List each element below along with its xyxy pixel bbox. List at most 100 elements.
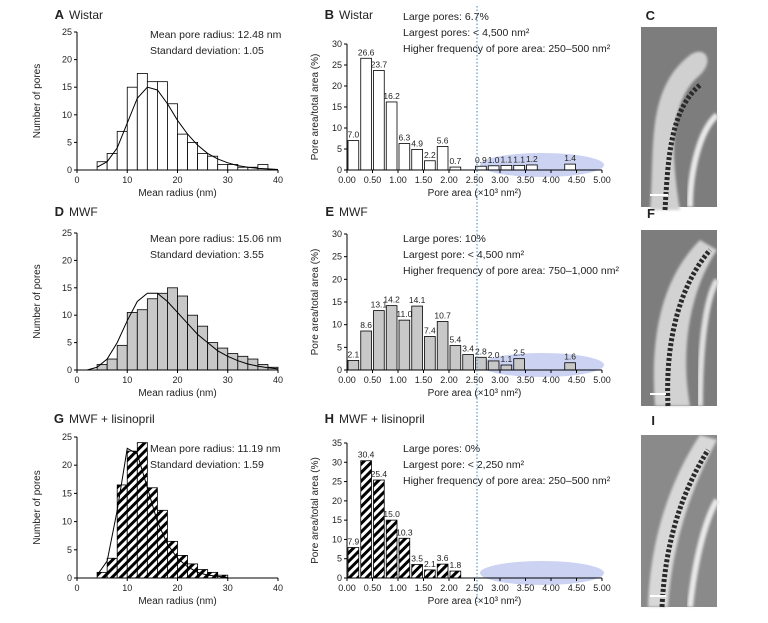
bar [449, 345, 462, 371]
x-tick-label: 2.00 [440, 375, 458, 385]
panel-letter: C [646, 8, 656, 23]
x-tick-label: 0.50 [364, 175, 382, 185]
x-tick-label: 1.00 [389, 375, 407, 385]
y-tick-label: 5 [67, 137, 72, 147]
bar [462, 354, 474, 371]
y-tick-label: 0 [67, 365, 72, 375]
y-tick-label: 0 [67, 573, 72, 583]
y-tick-label: 10 [62, 310, 72, 320]
micrograph: I [641, 413, 720, 608]
x-tick-label: 2.50 [466, 175, 484, 185]
fit-curve [96, 86, 279, 170]
y-tick-label: 25 [332, 477, 342, 487]
panel-title: MWF + lisinopril [339, 412, 425, 426]
panel-letter: A [55, 7, 65, 22]
x-tick-label: 1.50 [415, 175, 433, 185]
value-label: 25.4 [371, 469, 388, 479]
value-label: 1.6 [564, 352, 576, 362]
panel-title: MWF [339, 205, 368, 219]
value-label: 23.7 [371, 59, 388, 69]
bar [449, 570, 462, 579]
annotation: Higher frequency of pore area: 250–500 n… [403, 43, 611, 55]
value-label: 13.1 [371, 300, 388, 310]
y-tick-label: 15 [62, 82, 72, 92]
value-label: 1.8 [449, 560, 461, 570]
x-tick-label: 2.50 [466, 375, 484, 385]
x-axis-label: Mean radius (nm) [138, 188, 216, 199]
chart-panel: 7.026.623.716.26.34.92.25.60.7 0.9 1.0 1.1 1… [310, 7, 611, 199]
bar [177, 133, 188, 171]
bar [106, 358, 118, 371]
value-label: 16.2 [383, 91, 400, 101]
x-tick-label: 3.00 [491, 175, 509, 185]
value-label: 1.0 [488, 155, 500, 165]
y-tick-label: 25 [62, 27, 72, 37]
annotation: Large pores: 10% [403, 233, 486, 245]
x-tick-label: 0 [74, 375, 79, 385]
bar [347, 360, 360, 371]
bar [167, 103, 178, 171]
value-label: 14.2 [383, 295, 400, 305]
bar [156, 292, 168, 371]
value-label: 0.7 [449, 156, 461, 166]
x-tick-label: 1.00 [389, 583, 407, 593]
value-label: 7.9 [347, 537, 359, 547]
x-tick-label: 1.50 [415, 375, 433, 385]
value-label: 3.4 [462, 344, 474, 354]
bar [411, 564, 423, 579]
value-label: 6.3 [398, 133, 410, 143]
bar [564, 163, 576, 171]
bar [136, 309, 148, 371]
y-axis-label: Number of pores [32, 264, 43, 338]
panel-letter: I [651, 413, 655, 428]
bar [513, 358, 525, 371]
micrograph: C [641, 8, 720, 211]
panel-letter: F [647, 206, 655, 221]
bar [398, 319, 411, 371]
chart-panel: 0 5 10 15 20 25 0 10 20 30 40 Mean radius (nm) Numbe… [32, 411, 283, 607]
x-tick-label: 0 [74, 175, 79, 185]
bar [187, 314, 199, 371]
bar [398, 537, 411, 579]
annotation: Mean pore radius: 11.19 nm [150, 443, 281, 455]
panel-title: MWF + lisinopril [69, 412, 155, 426]
value-label: 14.1 [409, 295, 426, 305]
x-tick-label: 2.50 [466, 583, 484, 593]
annotation: Large pores: 6.7% [403, 11, 489, 23]
value-label: 10.3 [396, 527, 413, 537]
x-tick-label: 1.00 [389, 175, 407, 185]
x-tick-label: 2.00 [440, 583, 458, 593]
x-tick-label: 5.00 [593, 583, 611, 593]
value-label: 2.0 [488, 350, 500, 360]
bar [227, 353, 239, 371]
y-tick-label: 5 [67, 338, 72, 348]
value-label: 1.1 [513, 154, 525, 164]
y-tick-label: 10 [62, 517, 72, 527]
highlight-region [480, 561, 604, 585]
annotation: Standard deviation: 3.55 [150, 249, 264, 261]
bar [385, 101, 398, 171]
bar [177, 295, 188, 371]
annotation: Mean pore radius: 15.06 nm [150, 233, 282, 245]
chart-panel: 0 5 10 15 20 25 0 10 20 30 40 Mean radius (nm) Numbe… [32, 7, 283, 199]
x-tick-label: 5.00 [593, 175, 611, 185]
annotation: Higher frequency of pore area: 250–500 n… [403, 475, 611, 487]
value-label: 2.1 [347, 349, 359, 359]
bar [136, 442, 148, 579]
highlight-region [480, 153, 604, 177]
y-tick-label: 10 [332, 123, 342, 133]
bar [126, 86, 138, 171]
bar [373, 70, 385, 171]
value-label: 1.4 [564, 153, 576, 163]
y-tick-label: 25 [332, 60, 342, 70]
bar [116, 130, 128, 171]
x-axis-label: Mean radius (nm) [138, 596, 216, 607]
y-tick-label: 0 [337, 365, 342, 375]
x-tick-label: 3.50 [517, 583, 535, 593]
bar [436, 146, 449, 171]
bar [136, 73, 148, 171]
annotation: Higher frequency of pore area: 750–1,000… [403, 265, 619, 277]
y-axis-label: Number of pores [32, 470, 43, 544]
y-axis-label: Number of pores [32, 64, 43, 138]
x-tick-label: 30 [223, 175, 233, 185]
